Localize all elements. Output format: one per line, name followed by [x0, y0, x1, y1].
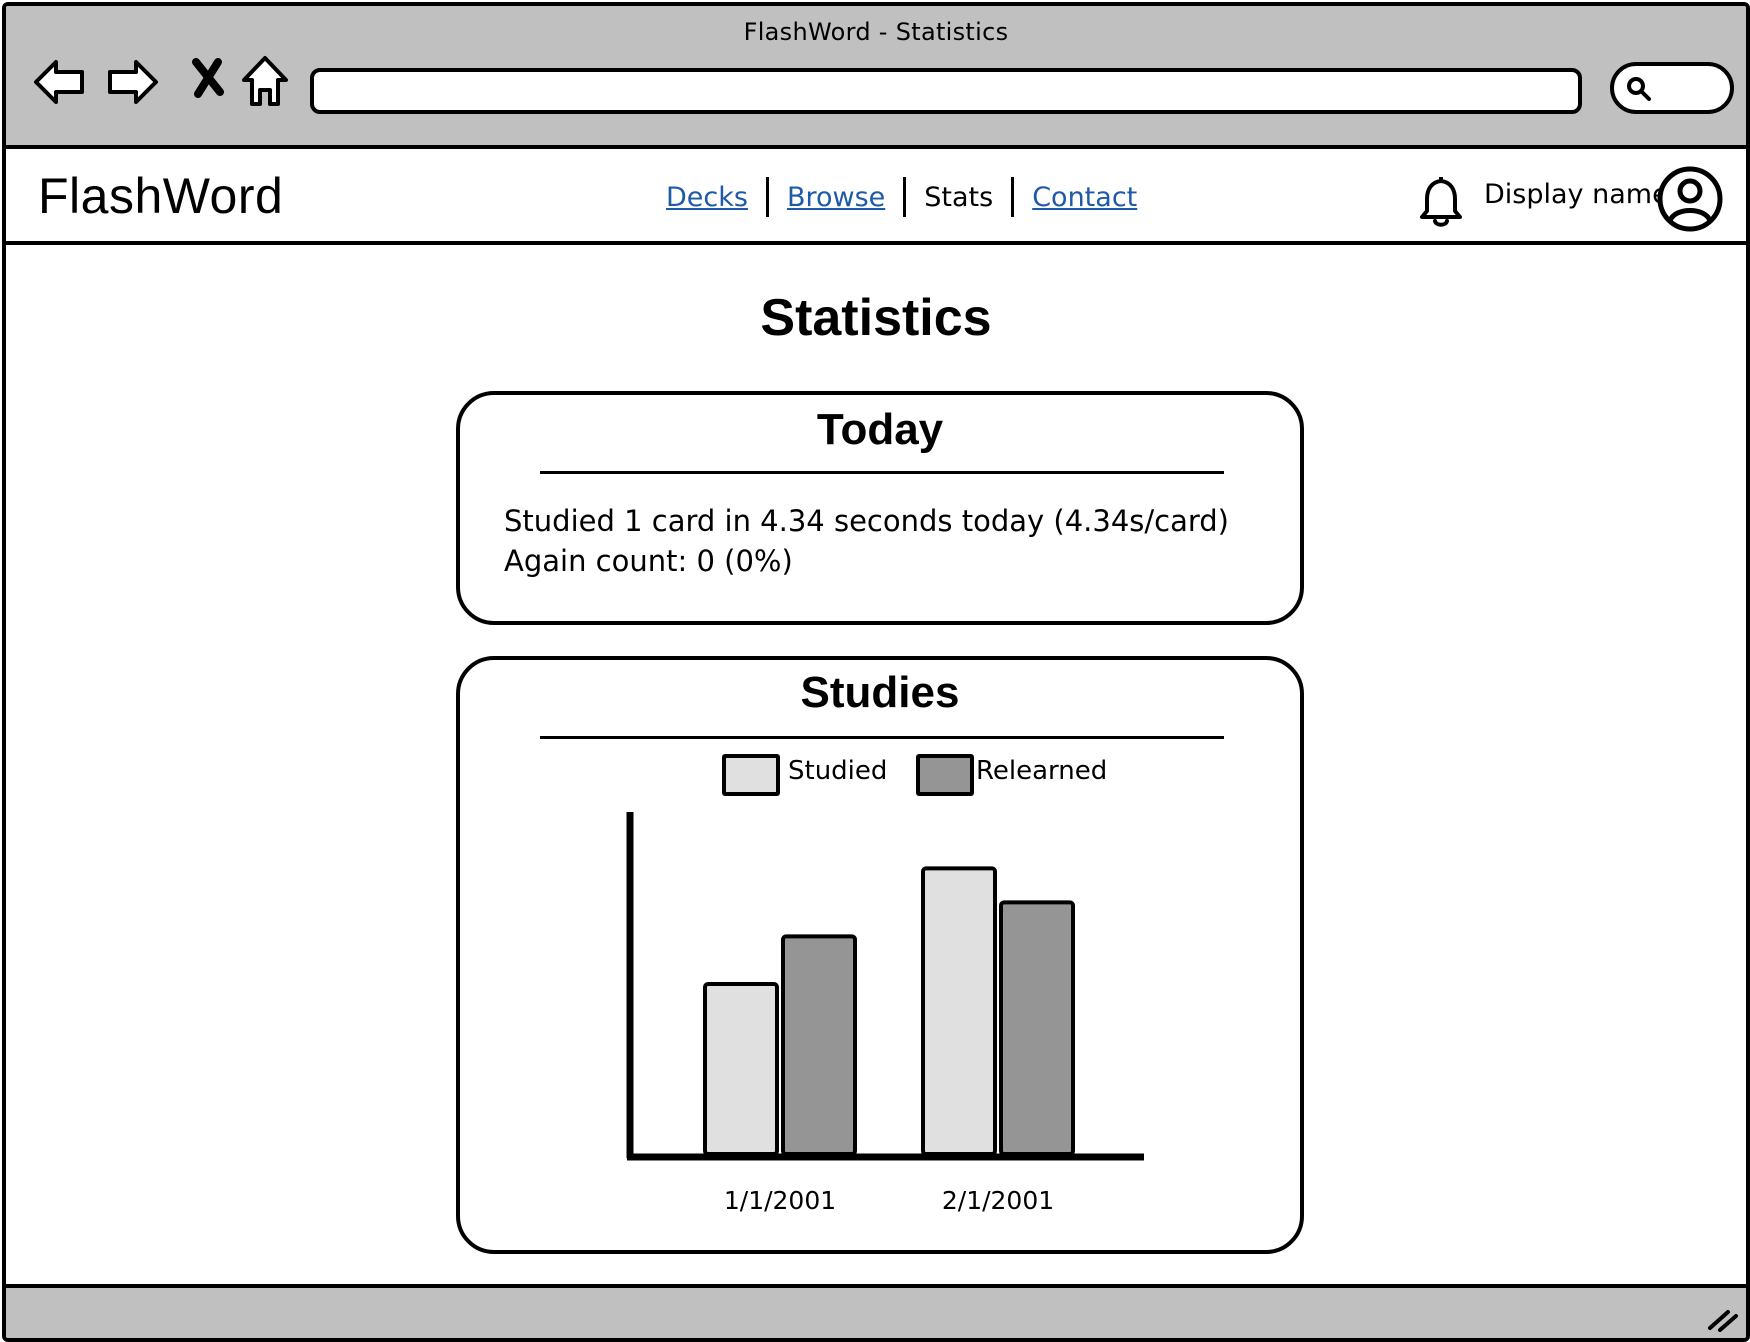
window-title: FlashWord - Statistics	[743, 18, 1009, 46]
studies-bar-chart: 1/1/2001 2/1/2001	[626, 812, 1144, 1215]
x-tick-label: 1/1/2001	[724, 1186, 836, 1215]
bar-relearned-2	[999, 900, 1075, 1156]
today-card-title: Today	[816, 405, 944, 454]
today-again-count-text: Again count: 0 (0%)	[504, 544, 793, 578]
today-studied-text: Studied 1 card in 4.34 seconds today (4.…	[504, 504, 1229, 538]
today-divider	[540, 471, 1224, 474]
x-tick-labels: 1/1/2001 2/1/2001	[724, 1186, 1054, 1215]
chart-legend: Studied Relearned	[460, 750, 1300, 796]
avatar-icon[interactable]	[1656, 165, 1724, 233]
stop-icon[interactable]	[190, 52, 226, 112]
app-header: FlashWord Decks Browse Stats Contact Dis…	[6, 149, 1746, 245]
chart-bars	[703, 866, 1075, 1156]
nav-link-contact[interactable]: Contact	[1032, 181, 1138, 213]
page-title: Statistics	[760, 289, 992, 347]
today-summary: Studied 1 card in 4.34 seconds today (4.…	[504, 501, 1229, 581]
today-card: Today Studied 1 card in 4.34 seconds tod…	[456, 391, 1304, 625]
resize-grip-icon[interactable]	[1706, 1304, 1740, 1332]
nav-link-decks[interactable]: Decks	[666, 181, 748, 213]
nav-separator	[1011, 177, 1015, 217]
nav-separator	[903, 177, 907, 217]
search-icon	[1627, 77, 1651, 101]
legend-label-relearned: Relearned	[976, 756, 1108, 786]
brand-logo[interactable]: FlashWord	[38, 168, 284, 224]
home-icon[interactable]	[240, 52, 290, 112]
browser-statusbar	[6, 1284, 1746, 1338]
bar-studied-2	[921, 866, 997, 1156]
forward-arrow-icon[interactable]	[104, 52, 160, 112]
studies-card-title: Studies	[800, 668, 960, 717]
back-arrow-icon[interactable]	[32, 52, 88, 112]
bell-icon[interactable]	[1418, 173, 1464, 229]
nav-item-stats-current: Stats	[924, 181, 994, 213]
user-display-name[interactable]: Display name	[1484, 179, 1669, 210]
studies-divider	[540, 736, 1224, 739]
nav-link-browse[interactable]: Browse	[786, 181, 886, 213]
nav-separator	[765, 177, 769, 217]
main-nav: Decks Browse Stats Contact	[666, 175, 1137, 219]
legend-label-studied: Studied	[788, 756, 888, 786]
browser-titlebar: FlashWord - Statistics	[6, 6, 1746, 149]
bar-studied-1	[703, 982, 779, 1156]
x-tick-label: 2/1/2001	[942, 1186, 1054, 1215]
legend-swatch-relearned	[916, 754, 974, 796]
browser-search-field[interactable]	[1610, 62, 1734, 114]
address-bar[interactable]	[310, 68, 1582, 114]
bar-relearned-1	[781, 934, 857, 1156]
studies-card: Studies Studied Relearned 1/1/2001 2/1/20…	[456, 656, 1304, 1254]
legend-swatch-studied	[722, 754, 780, 796]
